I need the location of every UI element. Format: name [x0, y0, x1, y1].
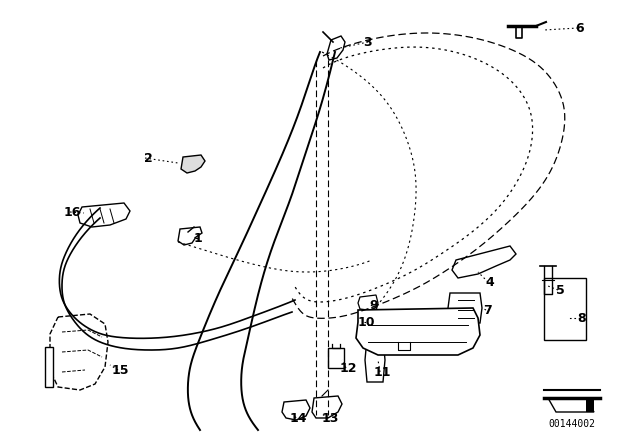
Polygon shape — [356, 308, 480, 355]
Polygon shape — [358, 295, 378, 311]
Bar — [358, 316, 380, 324]
Polygon shape — [78, 203, 130, 227]
Polygon shape — [586, 398, 594, 412]
Text: 16: 16 — [63, 206, 81, 219]
Text: 3: 3 — [364, 35, 372, 48]
Text: 15: 15 — [111, 363, 129, 376]
Text: 4: 4 — [486, 276, 494, 289]
Text: 9: 9 — [370, 298, 378, 311]
Text: 12: 12 — [339, 362, 356, 375]
Polygon shape — [50, 314, 108, 390]
Text: 00144002: 00144002 — [548, 419, 595, 429]
Polygon shape — [548, 398, 594, 412]
Polygon shape — [178, 227, 202, 245]
Polygon shape — [365, 338, 385, 382]
Text: 5: 5 — [556, 284, 564, 297]
Text: 7: 7 — [484, 303, 492, 316]
Polygon shape — [327, 36, 345, 60]
Bar — [544, 278, 586, 340]
Polygon shape — [452, 246, 516, 278]
Text: 10: 10 — [357, 315, 375, 328]
Text: 6: 6 — [576, 22, 584, 34]
Text: 14: 14 — [289, 412, 307, 425]
Bar — [328, 348, 344, 368]
Text: 2: 2 — [143, 151, 152, 164]
Polygon shape — [448, 293, 482, 323]
Polygon shape — [282, 400, 310, 420]
Polygon shape — [312, 396, 342, 418]
Text: 8: 8 — [578, 311, 586, 324]
Text: 13: 13 — [321, 412, 339, 425]
Polygon shape — [181, 155, 205, 173]
Text: 1: 1 — [194, 232, 202, 245]
Text: 11: 11 — [373, 366, 391, 379]
Bar — [45, 347, 53, 387]
